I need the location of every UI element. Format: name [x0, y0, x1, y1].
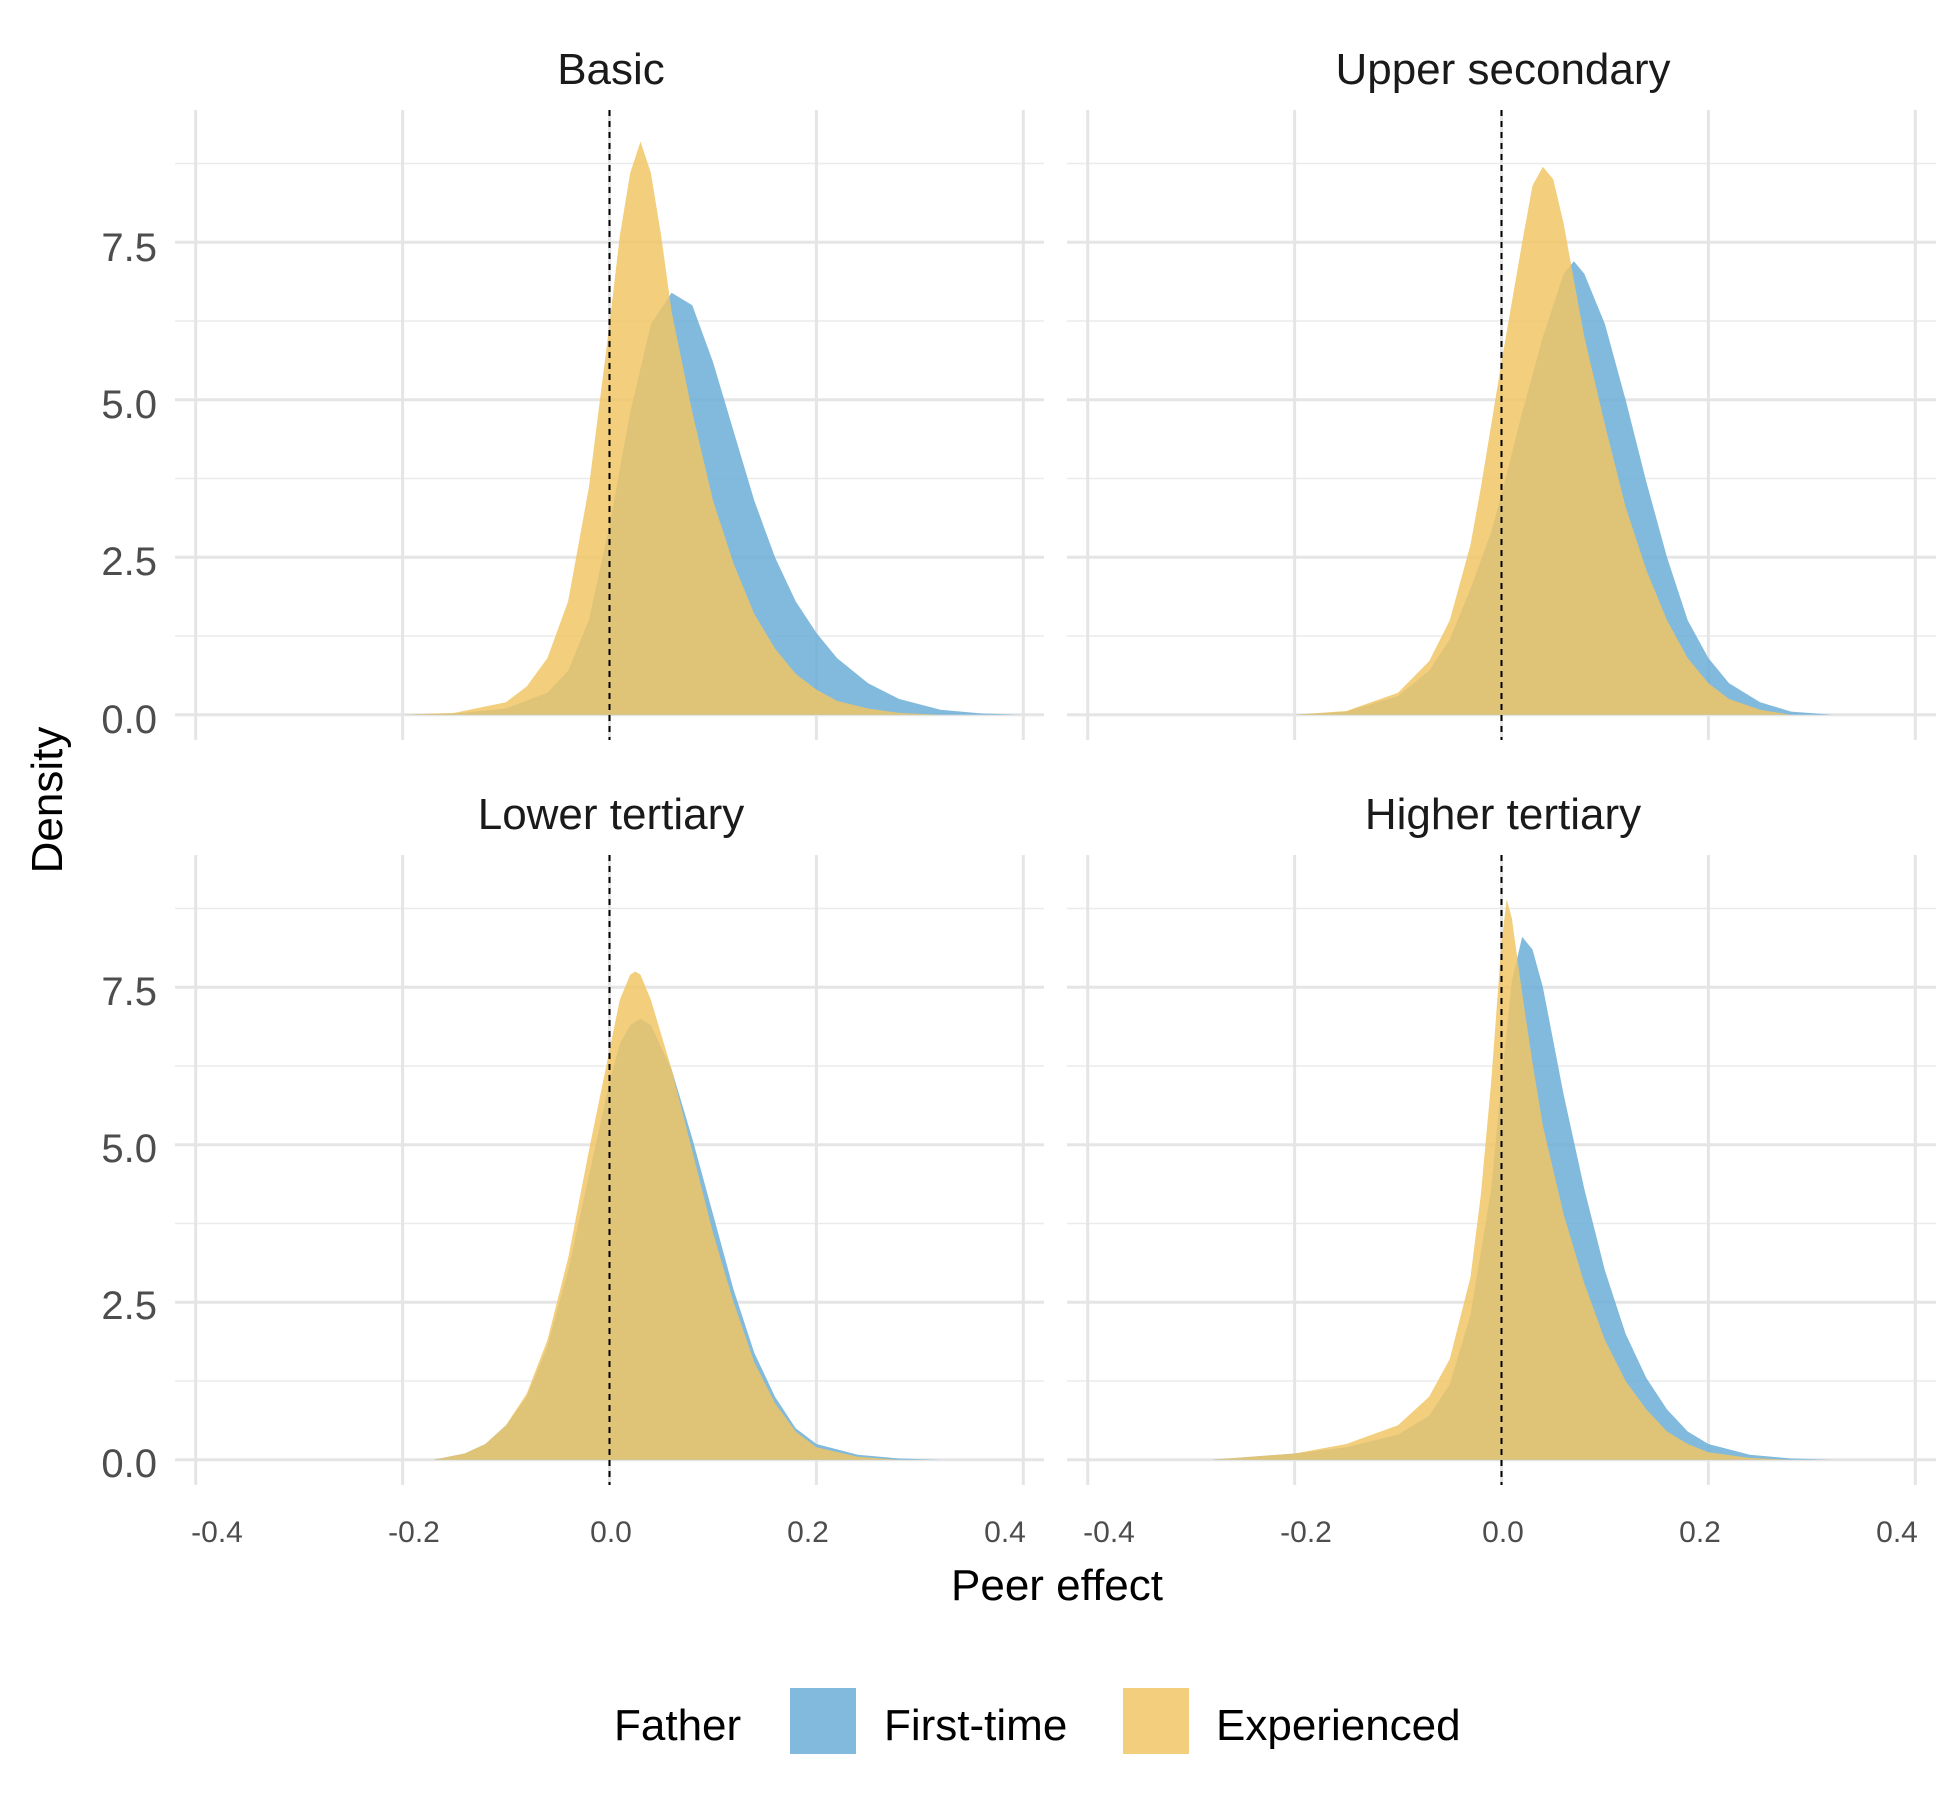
- x-tick-label: 0.4: [1876, 1516, 1918, 1549]
- y-tick-label: 2.5: [101, 1284, 157, 1328]
- legend-swatch-first-time: [790, 1688, 856, 1754]
- panel-lower-tertiary: [175, 855, 1044, 1485]
- x-tick-label: -0.4: [1083, 1516, 1135, 1549]
- legend-swatch-experienced: [1123, 1688, 1189, 1754]
- legend: Father First-time Experienced: [614, 1688, 1461, 1754]
- y-tick-label: 7.5: [101, 970, 157, 1014]
- facet-title-basic: Basic: [557, 45, 665, 94]
- facet-title-higher-tertiary: Higher tertiary: [1365, 790, 1641, 839]
- y-tick-label: 0.0: [101, 1442, 157, 1486]
- y-tick-label: 5.0: [101, 1127, 157, 1171]
- density-area-experienced: [402, 141, 941, 715]
- x-tick-label: 0.4: [984, 1516, 1026, 1549]
- legend-label-experienced: Experienced: [1216, 1701, 1461, 1750]
- legend-title: Father: [614, 1701, 741, 1750]
- y-tick-label: 2.5: [101, 540, 157, 584]
- y-tick-label: 7.5: [101, 226, 157, 270]
- x-tick-label: 0.2: [787, 1516, 829, 1549]
- x-tick-label: 0.0: [590, 1516, 632, 1549]
- x-tick-label: -0.2: [1280, 1516, 1332, 1549]
- y-axis-title: Density: [23, 727, 72, 874]
- x-tick-label: 0.2: [1679, 1516, 1721, 1549]
- panel-higher-tertiary: [1067, 855, 1936, 1485]
- facet-title-lower-tertiary: Lower tertiary: [478, 790, 745, 839]
- density-area-experienced: [433, 971, 900, 1460]
- x-tick-label: -0.2: [388, 1516, 440, 1549]
- panel-basic: [175, 110, 1044, 740]
- x-tick-label: -0.4: [191, 1516, 243, 1549]
- density-area-experienced: [1294, 166, 1792, 715]
- y-tick-label: 5.0: [101, 383, 157, 427]
- x-tick-label: 0.0: [1482, 1516, 1524, 1549]
- legend-label-first-time: First-time: [884, 1701, 1067, 1750]
- facet-title-upper-secondary: Upper secondary: [1335, 45, 1670, 94]
- x-axis-title: Peer effect: [951, 1561, 1163, 1610]
- panel-upper-secondary: [1067, 110, 1936, 740]
- y-tick-label: 0.0: [101, 698, 157, 742]
